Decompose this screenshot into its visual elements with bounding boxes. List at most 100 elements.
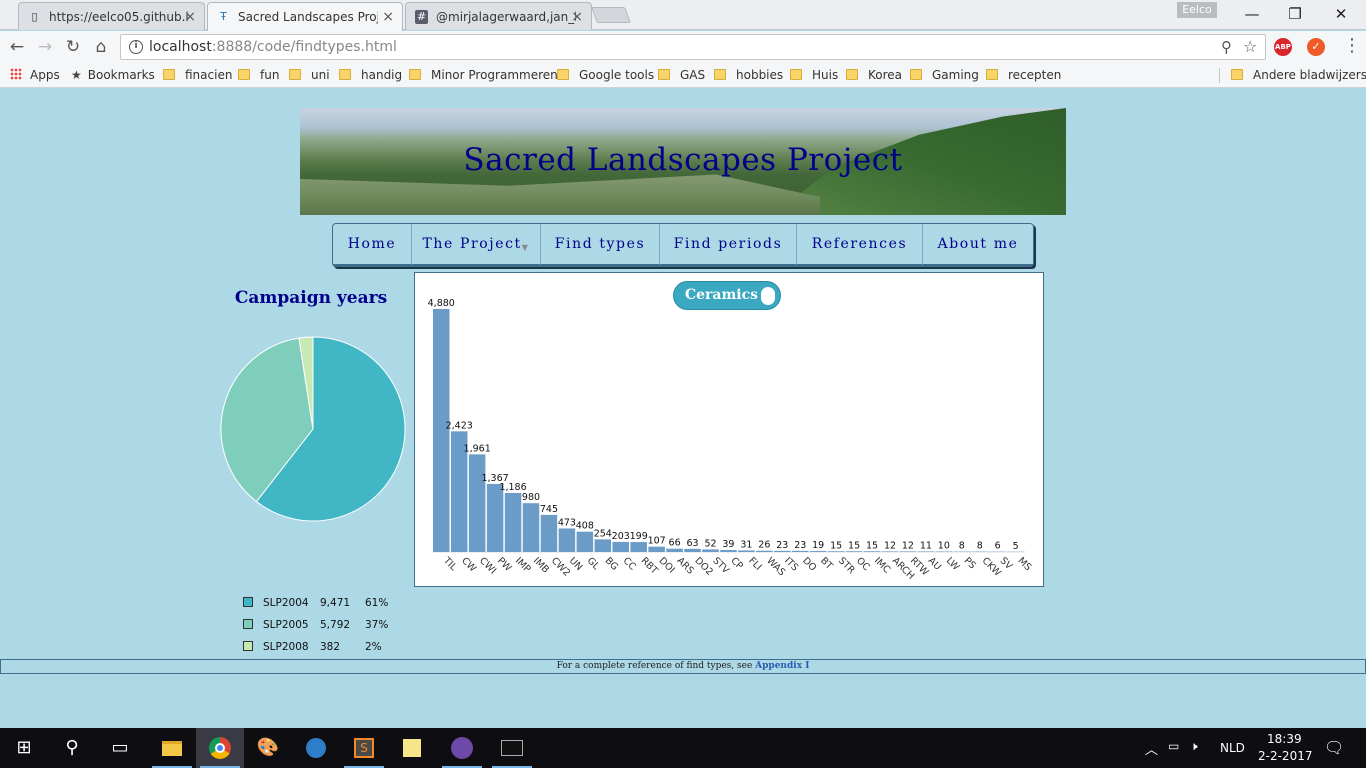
- bookmark-folder[interactable]: recepten: [986, 67, 1061, 83]
- pie-slice-slp2004[interactable]: [255, 336, 406, 522]
- bar-cw[interactable]: [450, 431, 468, 552]
- adblock-icon[interactable]: ABP: [1274, 38, 1292, 56]
- bookmark-folder[interactable]: handig: [339, 67, 402, 83]
- sticky-notes-icon[interactable]: [388, 728, 436, 768]
- bar-value-label: 2,423: [446, 420, 473, 431]
- close-icon[interactable]: ×: [571, 9, 583, 25]
- minimize-icon[interactable]: —: [1244, 5, 1260, 23]
- bar-do2[interactable]: [684, 548, 701, 552]
- bookmark-star-icon[interactable]: ☆: [1243, 37, 1258, 56]
- bar-imp[interactable]: [504, 492, 522, 552]
- window-close-icon[interactable]: ✕: [1334, 5, 1348, 23]
- bar-value-label: 52: [704, 538, 716, 549]
- bookmark-apps[interactable]: Apps: [10, 67, 60, 83]
- tab-slack[interactable]: # @mirjalagerwaard,jan_hu ×: [405, 2, 592, 30]
- bar-its[interactable]: [774, 550, 791, 552]
- sublime-text-icon[interactable]: S: [340, 728, 388, 768]
- profile-badge[interactable]: Eelco: [1177, 2, 1217, 18]
- bookmark-bookmarks[interactable]: ★ Bookmarks: [71, 68, 155, 82]
- terminal-icon[interactable]: [488, 728, 536, 768]
- chrome-icon[interactable]: [196, 728, 244, 768]
- bar-value-label: 980: [522, 492, 540, 503]
- bar-imb[interactable]: [522, 503, 540, 552]
- bookmark-other[interactable]: Andere bladwijzers: [1231, 67, 1366, 83]
- bookmark-folder[interactable]: Minor Programmeren: [409, 67, 558, 83]
- windows-start-icon[interactable]: ⊞: [16, 737, 32, 758]
- bar-was[interactable]: [756, 550, 773, 552]
- thunderbird-icon[interactable]: [292, 728, 340, 768]
- bar-bt[interactable]: [809, 551, 827, 552]
- volume-muted-icon[interactable]: 🕨: [1190, 739, 1198, 753]
- bookmark-folder[interactable]: finacien: [163, 67, 232, 83]
- bookmark-folder[interactable]: hobbies: [714, 67, 783, 83]
- bookmark-folder[interactable]: GAS: [658, 67, 705, 83]
- info-icon[interactable]: i: [129, 40, 143, 54]
- new-tab-button[interactable]: [591, 7, 631, 23]
- bar-oc[interactable]: [845, 551, 863, 552]
- clock-date[interactable]: 2-2-2017: [1258, 749, 1313, 763]
- bar-imc[interactable]: [863, 551, 881, 552]
- appendix-link[interactable]: Appendix I: [755, 661, 810, 671]
- bar-value-label: 23: [794, 540, 806, 551]
- file-explorer-icon[interactable]: [148, 728, 196, 768]
- extension-icon[interactable]: ✓: [1307, 38, 1325, 56]
- ceramics-toggle[interactable]: Ceramics: [673, 281, 781, 310]
- tray-chevron-icon[interactable]: ︿: [1145, 743, 1159, 758]
- bar-arch[interactable]: [881, 551, 899, 552]
- bar-cw2[interactable]: [540, 514, 558, 552]
- task-view-icon[interactable]: ▭: [111, 737, 129, 758]
- restore-icon[interactable]: ❐: [1288, 5, 1302, 23]
- bar-cp[interactable]: [720, 550, 737, 552]
- menu-references[interactable]: References: [797, 224, 923, 266]
- bar-au[interactable]: [917, 551, 935, 552]
- bar-pw[interactable]: [486, 483, 504, 552]
- bookmark-folder[interactable]: uni: [289, 67, 330, 83]
- notifications-icon[interactable]: 🗨: [1324, 738, 1345, 757]
- bar-value-label: 63: [687, 538, 699, 549]
- bar-cc[interactable]: [612, 541, 630, 552]
- bar-un[interactable]: [558, 528, 576, 552]
- bookmark-folder[interactable]: Gaming: [910, 67, 979, 83]
- close-icon[interactable]: ×: [184, 9, 196, 25]
- menu-find-periods[interactable]: Find periods: [660, 224, 797, 266]
- bar-bg[interactable]: [594, 539, 612, 552]
- clock-time[interactable]: 18:39: [1267, 732, 1302, 746]
- close-icon[interactable]: ×: [382, 9, 394, 25]
- menu-the-project[interactable]: The Project▼: [412, 224, 541, 266]
- menu-find-types[interactable]: Find types: [541, 224, 660, 266]
- bookmark-folder[interactable]: Korea: [846, 67, 902, 83]
- bookmark-folder[interactable]: Huis: [790, 67, 838, 83]
- bar-doi[interactable]: [648, 546, 665, 552]
- address-bar[interactable]: i localhost:8888/code/findtypes.html ⚲ ☆: [120, 34, 1266, 60]
- home-icon[interactable]: ⌂: [95, 37, 107, 57]
- bar-str[interactable]: [827, 551, 845, 552]
- reload-icon[interactable]: ↻: [65, 37, 81, 57]
- bar-ars[interactable]: [666, 548, 683, 552]
- menu-home[interactable]: Home: [333, 224, 412, 266]
- bar-gl[interactable]: [576, 531, 594, 552]
- toggle-knob[interactable]: [761, 287, 775, 305]
- search-icon[interactable]: ⚲: [65, 737, 79, 758]
- bar-fli[interactable]: [738, 550, 755, 552]
- bookmark-folder[interactable]: Google tools: [557, 67, 654, 83]
- zoom-search-icon[interactable]: ⚲: [1221, 38, 1232, 56]
- bookmark-folder[interactable]: fun: [238, 67, 279, 83]
- github-desktop-icon[interactable]: [438, 728, 486, 768]
- menu-about-me[interactable]: About me: [923, 224, 1033, 266]
- bar-stv[interactable]: [702, 549, 719, 552]
- back-icon[interactable]: ←: [9, 37, 25, 57]
- language-indicator[interactable]: NLD: [1220, 741, 1245, 755]
- tab-sacred-landscapes[interactable]: Ŧ Sacred Landscapes Proje ×: [207, 2, 403, 31]
- forward-icon[interactable]: →: [37, 37, 53, 57]
- pie-slice-slp2008[interactable]: [298, 336, 314, 430]
- pie-slice-slp2005[interactable]: [220, 337, 314, 503]
- bar-do[interactable]: [792, 550, 809, 552]
- tab-eelco-github[interactable]: ▯ https://eelco05.github.io ×: [18, 2, 205, 30]
- menu-dots-icon[interactable]: ⋮: [1343, 35, 1361, 56]
- bar-til[interactable]: [433, 309, 450, 552]
- paint-icon[interactable]: 🎨: [256, 737, 280, 758]
- bar-cwi[interactable]: [468, 454, 486, 552]
- bar-rbt[interactable]: [630, 542, 647, 552]
- battery-icon[interactable]: ▭: [1168, 739, 1180, 753]
- bar-rtw[interactable]: [899, 551, 917, 552]
